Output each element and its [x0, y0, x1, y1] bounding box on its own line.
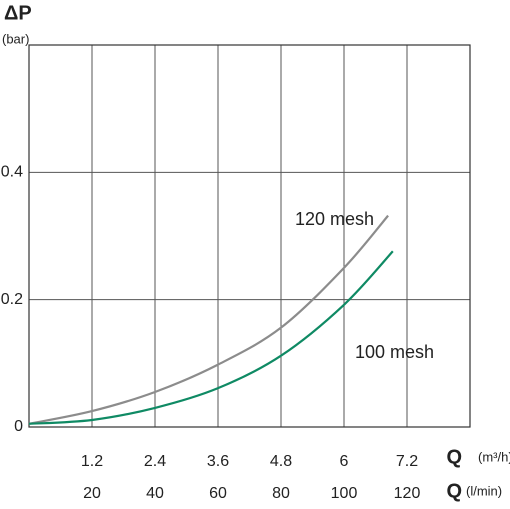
x-tick-label: 1.2	[81, 453, 103, 470]
plot-frame	[28, 44, 471, 428]
series-label: 100 mesh	[355, 342, 434, 362]
x2-tick-label: 120	[394, 485, 421, 502]
y-tick-label: 0.2	[1, 291, 23, 308]
series-line	[28, 250, 394, 425]
series-line	[28, 214, 389, 425]
x-axis-label: Q	[446, 446, 462, 468]
x2-tick-label: 100	[331, 485, 358, 502]
x-tick-label: 4.8	[270, 453, 292, 470]
x-axis-unit: (m³/h)	[478, 449, 510, 464]
x2-tick-label: 40	[146, 485, 164, 502]
x-tick-label: 3.6	[207, 453, 229, 470]
x2-tick-label: 20	[83, 485, 101, 502]
x2-tick-label: 60	[209, 485, 227, 502]
y-axis-unit: (bar)	[2, 31, 29, 46]
x2-tick-label: 80	[272, 485, 290, 502]
x2-axis-unit: (l/min)	[466, 483, 502, 498]
y-tick-label: 0.4	[1, 164, 23, 181]
x-tick-label: 7.2	[396, 453, 418, 470]
x-tick-label: 2.4	[144, 453, 166, 470]
series-label: 120 mesh	[295, 209, 374, 229]
x-tick-label: 6	[340, 453, 349, 470]
x2-axis-label: Q	[446, 480, 462, 502]
y-tick-label: 0	[14, 418, 23, 435]
y-axis-label: ΔP	[4, 2, 32, 24]
